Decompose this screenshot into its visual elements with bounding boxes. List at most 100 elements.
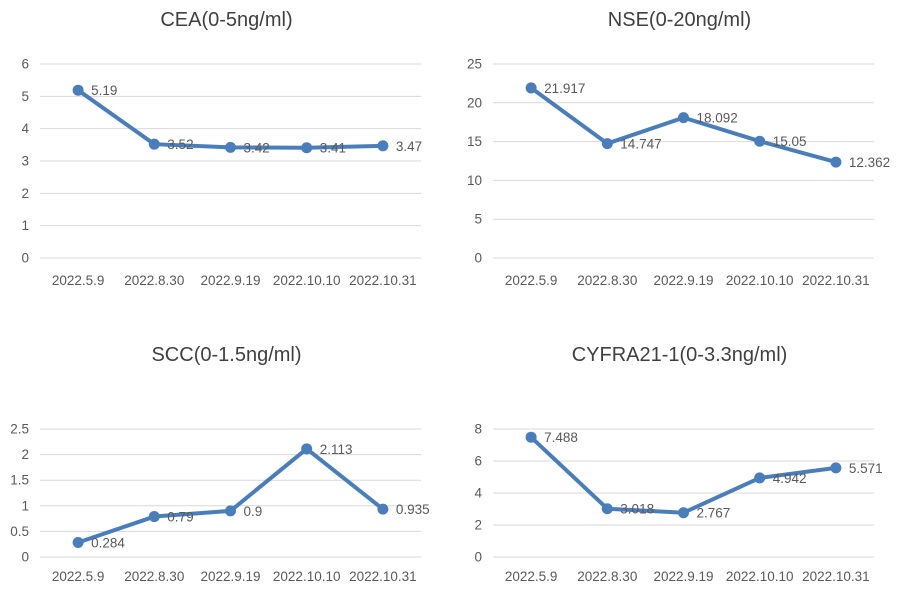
x-axis-label: 2022.8.30 xyxy=(124,569,184,584)
y-tick-label: 1.5 xyxy=(10,473,29,488)
data-label: 0.79 xyxy=(167,510,193,525)
y-tick-label: 5 xyxy=(474,212,482,227)
y-tick-label: 4 xyxy=(474,486,482,501)
data-label: 15.05 xyxy=(773,134,807,149)
data-label: 21.917 xyxy=(544,81,585,96)
series-line xyxy=(76,88,385,150)
nse-plot-area: 0 5 10 15 20 25 2022.5.9 2022.8.30 2022.9.19 2022… xyxy=(467,57,890,289)
chart-scc: 0 0.5 1 1.5 2 2.5 2022.5.9 2022.8.30 2022.9.19 20… xyxy=(0,304,453,608)
data-label: 3.47 xyxy=(396,139,422,154)
data-point-marker xyxy=(301,443,313,455)
data-label: 3.42 xyxy=(244,140,270,155)
data-point-marker xyxy=(377,140,389,152)
data-point-marker xyxy=(72,536,84,548)
data-point-marker xyxy=(148,138,160,150)
y-tick-label: 0 xyxy=(21,550,29,565)
data-label: 18.092 xyxy=(697,111,738,126)
x-axis-label: 2022.5.9 xyxy=(52,569,105,584)
chart-cyfra21-1: 0 2 4 6 8 2022.5.9 2022.8.30 2022.9.19 2022.10.1… xyxy=(453,304,906,608)
y-tick-label: 10 xyxy=(467,173,482,188)
chart-title-cea: CEA(0-5ng/ml) xyxy=(160,9,293,31)
data-label: 3.018 xyxy=(620,502,654,517)
chart-cea: 0 1 2 3 4 5 6 2022.5.9 2022.8.30 2022.9.19 2022.10… xyxy=(0,0,453,304)
data-point-marker xyxy=(225,505,236,517)
y-tick-label: 8 xyxy=(474,422,482,437)
y-tick-label: 2.5 xyxy=(10,422,29,437)
data-label: 2.767 xyxy=(697,506,731,521)
data-point-marker xyxy=(754,472,766,484)
data-point-marker xyxy=(678,507,689,519)
y-tick-label: 6 xyxy=(21,57,29,72)
chart-nse: 0 5 10 15 20 25 2022.5.9 2022.8.30 2022.9.19 2022… xyxy=(453,0,906,304)
x-axis-label: 2022.10.31 xyxy=(349,569,417,584)
data-point-marker xyxy=(754,135,766,147)
chart-title-cyfra21-1: CYFRA21-1(0-3.3ng/ml) xyxy=(571,344,788,366)
y-tick-label: 0 xyxy=(474,550,482,565)
y-tick-label: 4 xyxy=(21,121,29,136)
data-point-marker xyxy=(601,503,613,515)
y-tick-label: 1 xyxy=(21,218,29,233)
data-point-marker xyxy=(525,82,537,94)
x-axis-label: 2022.10.31 xyxy=(349,273,417,288)
chart-title-nse: NSE(0-20ng/ml) xyxy=(607,9,752,31)
data-point-marker xyxy=(377,503,389,515)
data-point-marker xyxy=(678,112,689,124)
x-axis-label: 2022.10.10 xyxy=(726,273,794,288)
y-tick-label: 2 xyxy=(21,447,29,462)
data-label: 5.19 xyxy=(91,83,117,98)
data-point-marker xyxy=(830,156,842,168)
data-point-marker xyxy=(601,138,613,150)
y-tick-label: 2 xyxy=(474,518,482,533)
data-label: 3.41 xyxy=(320,141,346,156)
y-tick-label: 3 xyxy=(21,154,29,169)
y-tick-label: 20 xyxy=(467,95,482,110)
data-label: 5.571 xyxy=(849,461,883,476)
data-point-marker xyxy=(72,84,84,96)
y-tick-label: 0 xyxy=(21,251,29,266)
data-label: 0.9 xyxy=(244,504,263,519)
data-label: 14.747 xyxy=(620,137,661,152)
x-axis-label: 2022.10.10 xyxy=(726,569,794,584)
x-axis-label: 2022.5.9 xyxy=(505,569,558,584)
data-label: 2.113 xyxy=(320,442,353,457)
chart-title-scc: SCC(0-1.5ng/ml) xyxy=(151,344,302,366)
y-tick-label: 1 xyxy=(21,498,29,513)
data-point-marker xyxy=(225,141,236,153)
y-tick-label: 0.5 xyxy=(10,524,29,539)
x-axis-label: 2022.8.30 xyxy=(577,273,637,288)
x-axis-label: 2022.9.19 xyxy=(200,273,260,288)
data-point-marker xyxy=(148,511,160,523)
y-tick-label: 2 xyxy=(21,186,29,201)
x-axis-label: 2022.10.10 xyxy=(273,569,341,584)
y-tick-label: 25 xyxy=(467,57,482,72)
x-axis-label: 2022.10.31 xyxy=(802,569,870,584)
scc-plot-area: 0 0.5 1 1.5 2 2.5 2022.5.9 2022.8.30 2022.9.19 20… xyxy=(10,422,430,585)
x-axis-label: 2022.5.9 xyxy=(52,273,105,288)
data-label: 12.362 xyxy=(849,155,890,170)
y-tick-label: 0 xyxy=(474,251,482,266)
y-tick-label: 15 xyxy=(467,134,482,149)
series-line xyxy=(76,446,385,545)
data-label: 3.52 xyxy=(167,137,193,152)
x-axis-label: 2022.9.19 xyxy=(653,569,713,584)
data-label: 0.284 xyxy=(91,535,125,550)
data-point-marker xyxy=(525,431,537,443)
x-axis-label: 2022.8.30 xyxy=(577,569,637,584)
data-point-marker xyxy=(301,142,313,154)
x-axis-label: 2022.10.10 xyxy=(273,273,341,288)
y-tick-label: 5 xyxy=(21,89,29,104)
series-line xyxy=(529,85,838,165)
data-label: 7.488 xyxy=(544,430,578,445)
y-tick-label: 6 xyxy=(474,454,482,469)
data-label: 0.935 xyxy=(396,502,430,517)
x-axis-label: 2022.5.9 xyxy=(505,273,558,288)
x-axis-label: 2022.9.19 xyxy=(653,273,713,288)
data-point-marker xyxy=(830,462,842,474)
x-axis-label: 2022.8.30 xyxy=(124,273,184,288)
x-axis-label: 2022.10.31 xyxy=(802,273,870,288)
x-axis-label: 2022.9.19 xyxy=(200,569,260,584)
data-label: 4.942 xyxy=(773,471,807,486)
cyfra21-1-plot-area: 0 2 4 6 8 2022.5.9 2022.8.30 2022.9.19 2022.10.1… xyxy=(474,422,883,585)
cea-plot-area: 0 1 2 3 4 5 6 2022.5.9 2022.8.30 2022.9.19 2022.10… xyxy=(21,57,422,289)
